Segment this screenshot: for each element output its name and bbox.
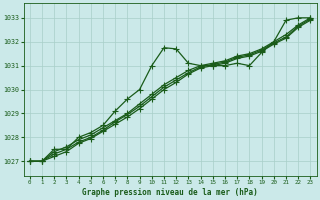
- X-axis label: Graphe pression niveau de la mer (hPa): Graphe pression niveau de la mer (hPa): [82, 188, 258, 197]
